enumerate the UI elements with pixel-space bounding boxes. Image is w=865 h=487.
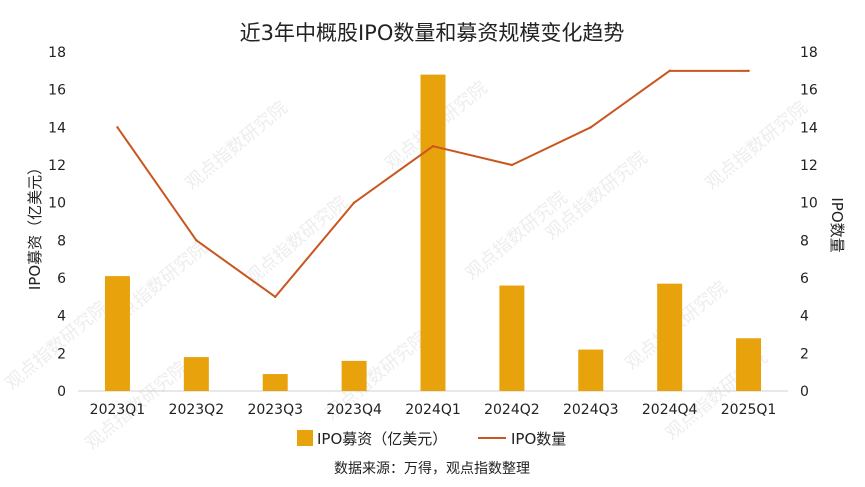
right-tick-label: 4 xyxy=(800,309,809,325)
line-point-2023Q3 xyxy=(274,295,277,299)
x-tick-label: 2024Q1 xyxy=(405,402,461,418)
x-tick-label: 2024Q2 xyxy=(484,402,540,418)
right-tick-label: 2 xyxy=(800,346,809,362)
line-point-2023Q1 xyxy=(116,126,119,129)
bar-series xyxy=(104,74,762,391)
line-point-2023Q4 xyxy=(352,201,356,204)
x-tick-label: 2023Q4 xyxy=(326,402,382,418)
left-tick-label: 6 xyxy=(57,271,66,287)
line-point-2024Q1 xyxy=(431,144,435,148)
left-axis-label: IPO募资（亿美元） xyxy=(26,160,44,290)
line-point-2024Q2 xyxy=(510,163,514,167)
left-tick-label: 10 xyxy=(48,196,66,212)
right-tick-label: 0 xyxy=(800,384,809,400)
source-note: 数据来源：万得，观点指数整理 xyxy=(334,460,530,477)
left-tick-label: 8 xyxy=(57,233,66,249)
x-tick-label: 2024Q3 xyxy=(563,402,619,418)
legend: IPO募资（亿美元） IPO数量 xyxy=(297,430,566,448)
left-tick-label: 18 xyxy=(48,45,66,61)
bar-2025Q1 xyxy=(736,338,762,391)
line-point-2025Q1 xyxy=(747,69,750,73)
bar-2024Q2 xyxy=(499,285,525,391)
left-tick-label: 2 xyxy=(57,346,66,362)
line-point-2024Q4 xyxy=(668,69,671,73)
legend-swatch-bar xyxy=(297,430,313,446)
x-tick-label: 2023Q3 xyxy=(247,402,303,418)
watermark-text: 观点指数研究院 xyxy=(701,97,811,194)
bar-2024Q3 xyxy=(578,349,604,391)
bar-2023Q3 xyxy=(262,374,288,391)
bar-2023Q1 xyxy=(104,276,130,391)
x-tick-label: 2024Q4 xyxy=(642,402,698,418)
right-tick-label: 16 xyxy=(800,83,818,99)
right-axis-ticks: 0 2 4 6 8 10 12 14 16 18 xyxy=(800,45,818,400)
legend-label-line: IPO数量 xyxy=(511,430,566,448)
x-tick-label: 2023Q2 xyxy=(169,402,225,418)
x-tick-label: 2023Q1 xyxy=(90,402,146,418)
right-axis-label: IPO数量 xyxy=(828,197,846,252)
chart-title: 近3年中概股IPO数量和募资规模变化趋势 xyxy=(240,21,625,45)
legend-label-bar: IPO募资（亿美元） xyxy=(317,430,447,448)
watermark-text: 观点指数研究院 xyxy=(181,97,291,194)
left-tick-label: 12 xyxy=(48,158,66,174)
left-axis-ticks: 0 2 4 6 8 10 12 14 16 18 xyxy=(48,45,66,400)
left-tick-label: 14 xyxy=(48,120,66,136)
bar-2023Q2 xyxy=(183,357,209,391)
line-point-2024Q3 xyxy=(589,126,592,129)
x-tick-label: 2025Q1 xyxy=(721,402,777,418)
x-axis-ticks: 2023Q1 2023Q2 2023Q3 2023Q4 2024Q1 2024Q2 2024… xyxy=(90,402,777,418)
line-point-2023Q2 xyxy=(195,239,198,242)
left-tick-label: 16 xyxy=(48,83,66,99)
right-tick-label: 6 xyxy=(800,271,809,287)
right-tick-label: 14 xyxy=(800,120,818,136)
right-tick-label: 8 xyxy=(800,233,809,249)
left-tick-label: 0 xyxy=(57,384,66,400)
bar-2024Q1 xyxy=(420,74,446,391)
watermark-text: 观点指数研究院 xyxy=(241,192,351,289)
bar-2023Q4 xyxy=(341,360,367,391)
right-tick-label: 10 xyxy=(800,196,818,212)
right-tick-label: 18 xyxy=(800,45,818,61)
line-series xyxy=(116,69,750,299)
bar-2024Q4 xyxy=(657,283,683,391)
right-tick-label: 12 xyxy=(800,158,818,174)
left-tick-label: 4 xyxy=(57,309,66,325)
